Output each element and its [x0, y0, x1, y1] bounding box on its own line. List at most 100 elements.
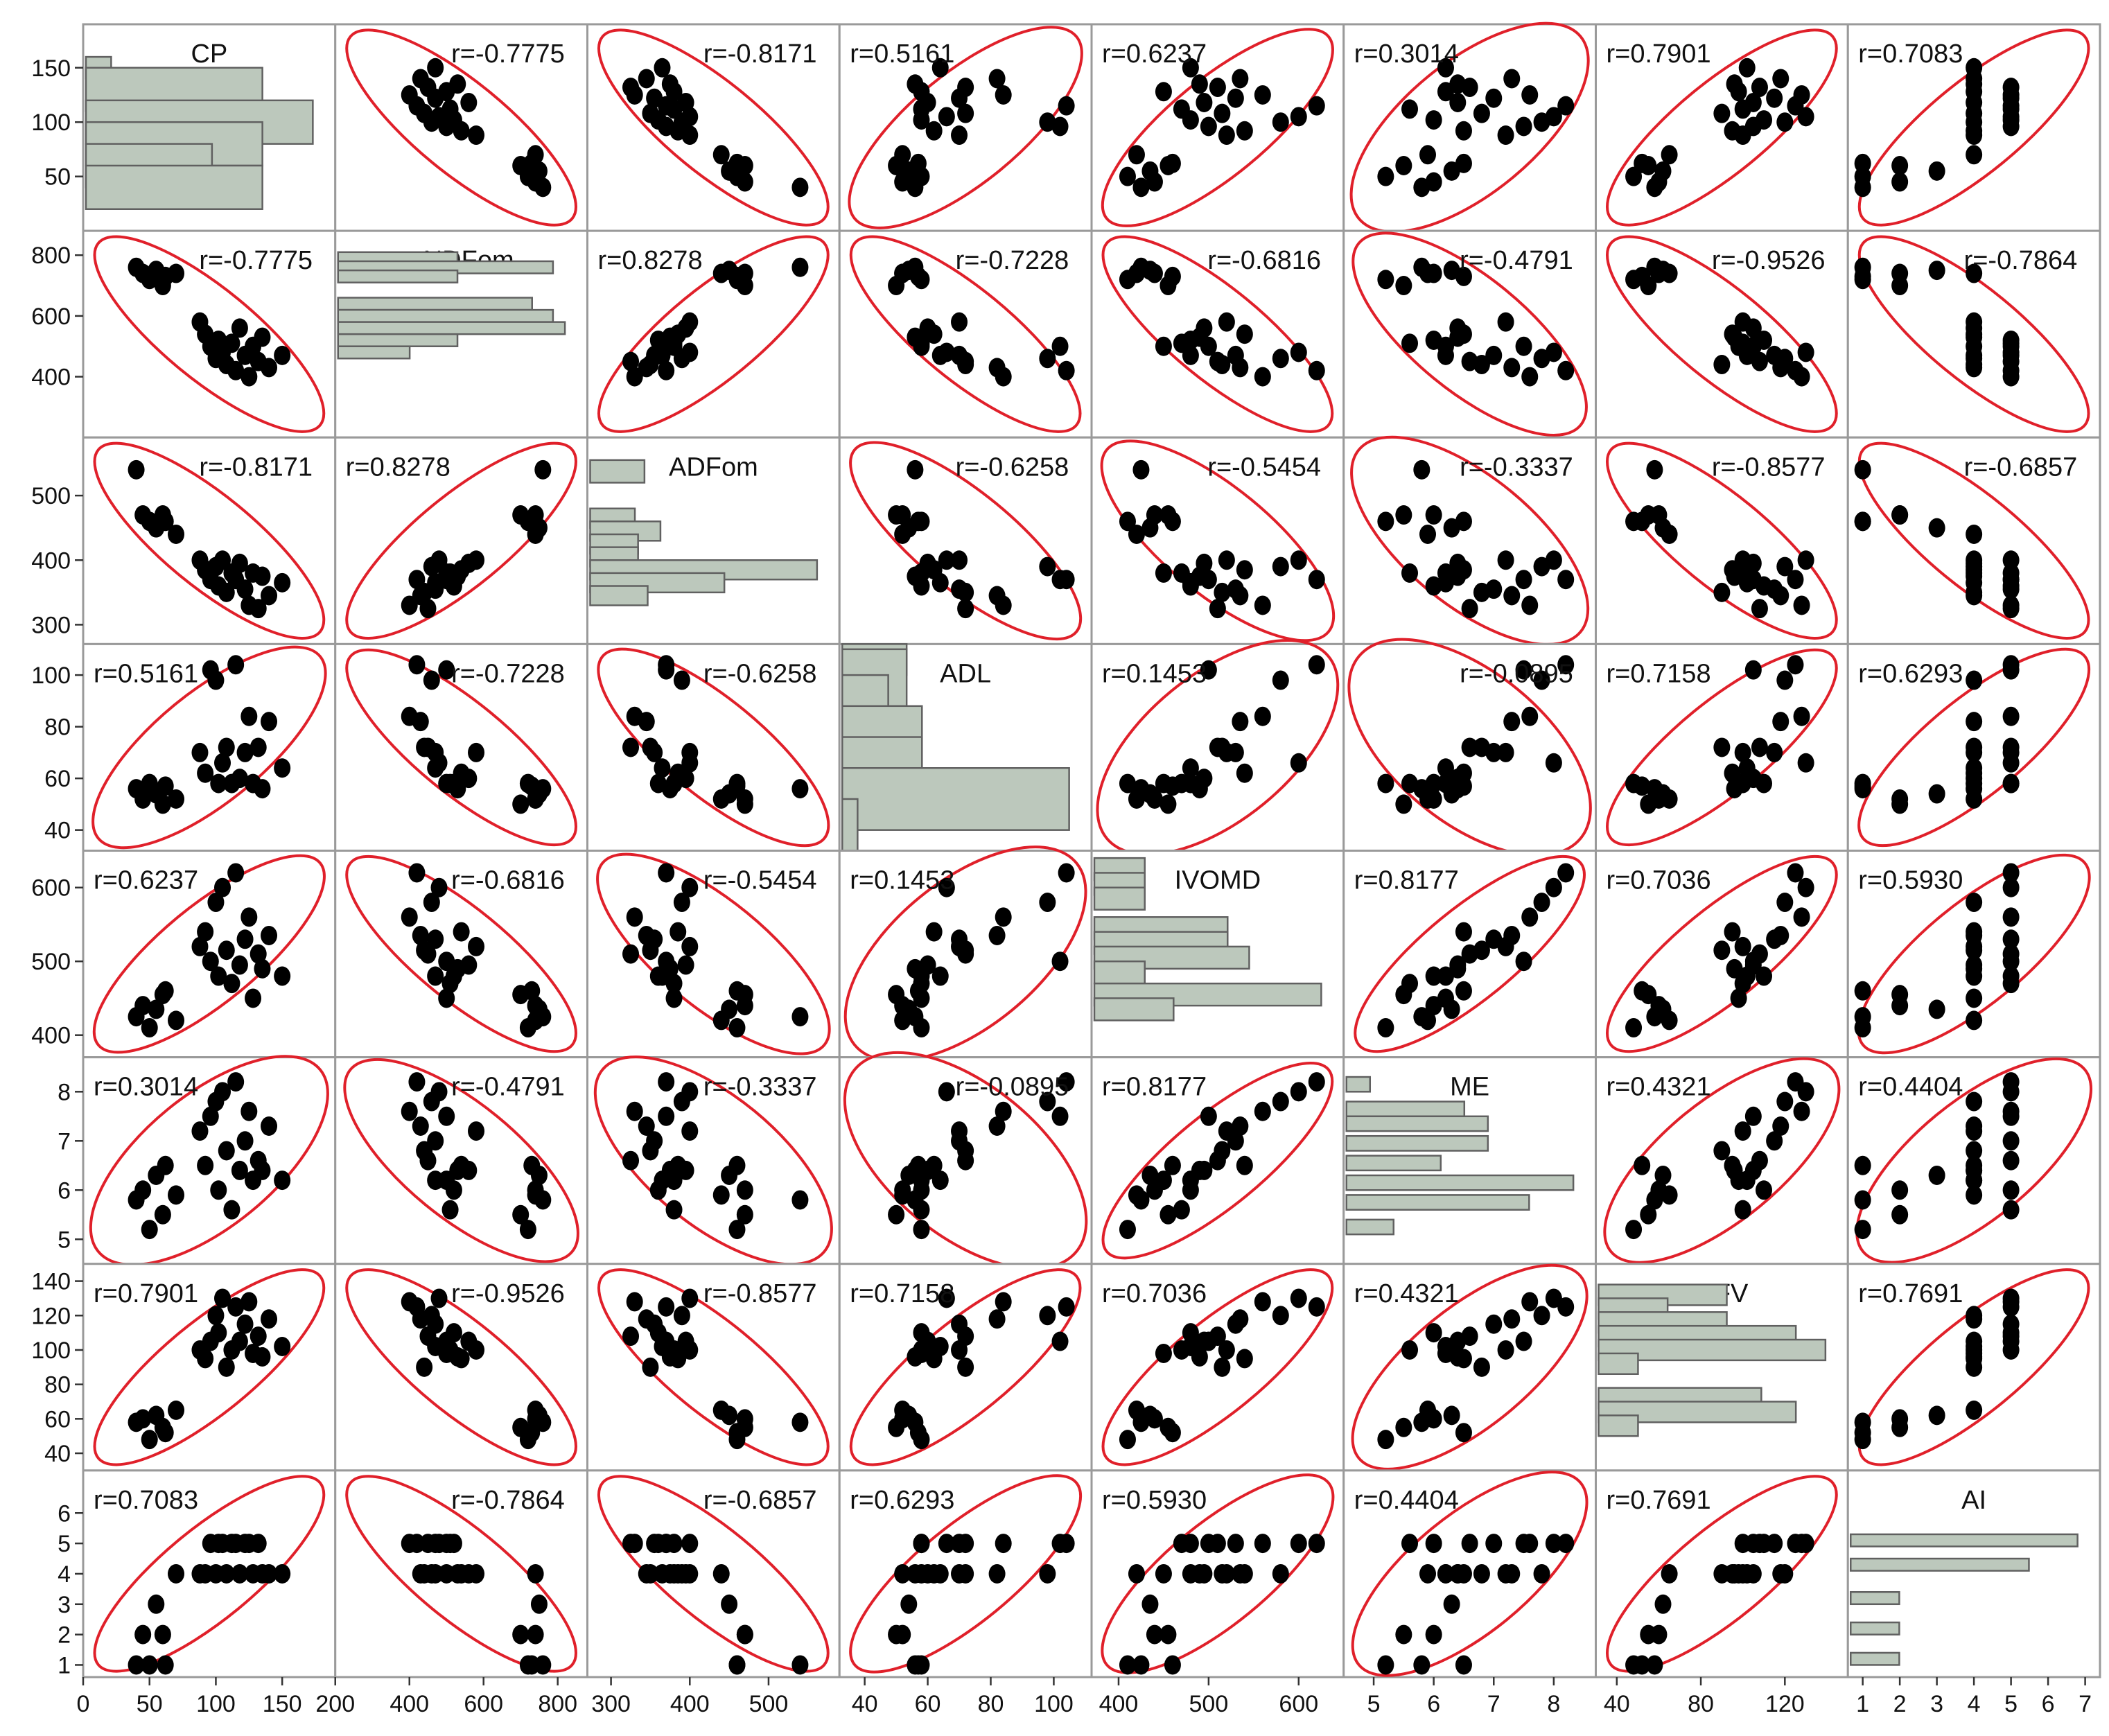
data-point — [1966, 779, 1983, 799]
data-point — [214, 550, 231, 570]
data-point — [1401, 1340, 1419, 1360]
correlation-label: r=0.7083 — [1858, 40, 1963, 69]
correlation-label: r=0.7691 — [1858, 1279, 1963, 1308]
data-point — [512, 1624, 530, 1645]
data-point — [938, 877, 955, 897]
data-point — [445, 1323, 462, 1343]
data-point — [728, 266, 746, 286]
data-point — [1515, 1331, 1532, 1351]
data-point — [791, 177, 809, 198]
data-point — [1751, 737, 1768, 757]
data-point — [931, 572, 949, 593]
data-point — [1966, 737, 1983, 757]
data-point — [427, 929, 444, 949]
data-point — [1928, 518, 1945, 538]
histogram-bar — [1093, 960, 1146, 985]
data-point — [638, 712, 655, 732]
data-point — [1793, 907, 1810, 927]
data-point — [1290, 550, 1307, 570]
data-point — [677, 92, 694, 112]
y-tick-label: 80 — [44, 1372, 71, 1399]
data-point — [202, 1106, 219, 1126]
data-point — [1734, 742, 1751, 762]
data-point — [412, 1563, 429, 1584]
data-point — [1119, 773, 1136, 794]
data-point — [191, 742, 209, 762]
x-tick-label: 8 — [1547, 1691, 1560, 1717]
data-point — [888, 1204, 905, 1225]
histogram-bar — [1093, 945, 1250, 970]
data-point — [1787, 655, 1804, 675]
data-point — [907, 1160, 924, 1180]
data-point — [1401, 333, 1419, 353]
data-point — [931, 1337, 949, 1356]
correlation-label: r=0.6237 — [94, 866, 198, 895]
x-tick-label: 7 — [2079, 1691, 2092, 1717]
data-point — [1173, 1200, 1190, 1220]
data-point — [1966, 1171, 1983, 1191]
data-point — [427, 966, 444, 986]
data-point — [1308, 570, 1325, 590]
data-point — [2002, 579, 2020, 599]
correlation-label: r=0.5930 — [1102, 1486, 1207, 1515]
data-point — [1787, 863, 1804, 883]
data-point — [441, 1200, 459, 1220]
data-point — [1730, 988, 1747, 1008]
y-tick-label: 400 — [31, 1023, 71, 1049]
data-point — [1485, 929, 1503, 949]
data-point — [1128, 263, 1145, 283]
data-point — [1437, 966, 1454, 986]
cell-frame-aNDFom-RFV — [1595, 229, 1849, 439]
data-point — [1738, 1563, 1756, 1584]
correlation-label: r=0.6293 — [1858, 659, 1963, 688]
data-point — [1503, 925, 1521, 945]
data-point — [1395, 794, 1412, 814]
density-ellipse — [597, 235, 830, 433]
cell-frame-ADFom-CP — [82, 436, 337, 645]
data-point — [909, 1423, 927, 1443]
density-ellipse — [849, 1474, 1083, 1674]
data-point — [154, 1624, 171, 1645]
data-point — [791, 779, 809, 799]
density-ellipse — [345, 648, 577, 847]
density-ellipse — [1606, 854, 1838, 1053]
data-point — [1191, 327, 1208, 347]
data-point — [894, 145, 911, 165]
data-point — [736, 1624, 753, 1645]
data-point — [931, 1171, 949, 1191]
data-point — [1928, 784, 1945, 804]
data-point — [1155, 82, 1172, 102]
data-point — [1726, 779, 1743, 799]
x-tick-label: 600 — [1279, 1691, 1318, 1717]
density-ellipse — [1096, 639, 1340, 856]
variable-label: ADL — [940, 659, 991, 688]
data-point — [1891, 155, 1909, 175]
correlation-label: r=-0.8577 — [703, 1279, 817, 1308]
data-point — [1132, 459, 1150, 480]
histogram-bar — [589, 585, 649, 606]
data-point — [951, 550, 968, 570]
correlation-label: r=-0.4791 — [1460, 246, 1573, 275]
data-point — [523, 1155, 541, 1175]
histogram-bar — [1345, 1155, 1442, 1172]
data-point — [1713, 355, 1731, 375]
data-point — [250, 1326, 267, 1347]
data-point — [1128, 1563, 1145, 1584]
x-tick-label: 800 — [538, 1691, 577, 1717]
data-point — [1141, 1405, 1159, 1426]
data-point — [1557, 1534, 1575, 1554]
data-point — [681, 936, 699, 956]
data-point — [527, 145, 544, 165]
density-ellipse — [848, 26, 1083, 229]
data-point — [1640, 1204, 1657, 1225]
data-point — [1437, 1337, 1454, 1356]
x-tick-label: 100 — [1034, 1691, 1074, 1717]
data-point — [1395, 155, 1412, 175]
data-point — [1766, 1131, 1783, 1151]
data-point — [1290, 1534, 1307, 1554]
data-point — [1401, 773, 1419, 794]
data-point — [1272, 1563, 1289, 1584]
histogram-bar — [1345, 1194, 1530, 1211]
correlation-label: r=0.3014 — [1354, 40, 1459, 69]
histogram-bar — [337, 308, 554, 323]
